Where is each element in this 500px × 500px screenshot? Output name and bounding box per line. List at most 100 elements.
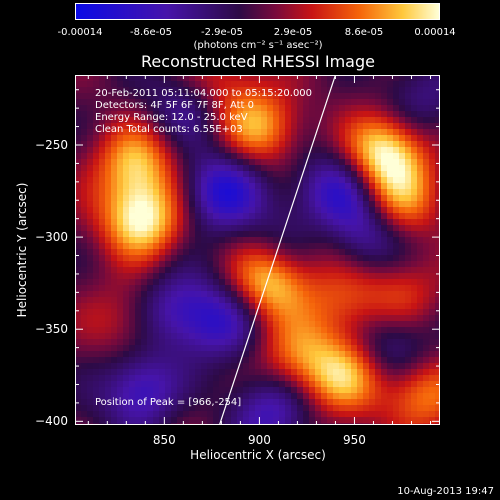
heatmap-cell	[405, 387, 412, 394]
heatmap-cell	[363, 291, 370, 298]
heatmap-cell	[111, 237, 118, 244]
heatmap-cell	[189, 381, 196, 388]
heatmap-cell	[405, 183, 412, 190]
heatmap-cell	[273, 177, 280, 184]
heatmap-cell	[135, 111, 142, 118]
heatmap-cell	[429, 369, 436, 376]
heatmap-cell	[99, 237, 106, 244]
heatmap-cell	[141, 201, 148, 208]
heatmap-cell	[183, 123, 190, 130]
heatmap-cell	[339, 237, 346, 244]
heatmap-cell	[93, 75, 100, 82]
heatmap-cell	[381, 285, 388, 292]
heatmap-cell	[237, 303, 244, 310]
heatmap-cell	[225, 345, 232, 352]
heatmap-cell	[165, 189, 172, 196]
heatmap-cell	[219, 321, 226, 328]
heatmap-cell	[411, 369, 418, 376]
heatmap-cell	[201, 171, 208, 178]
heatmap-cell	[81, 345, 88, 352]
heatmap-cell	[111, 111, 118, 118]
heatmap-cell	[87, 225, 94, 232]
heatmap-cell	[375, 381, 382, 388]
heatmap-cell	[417, 249, 424, 256]
heatmap-cell	[429, 87, 436, 94]
heatmap-cell	[327, 75, 334, 82]
heatmap-cell	[381, 327, 388, 334]
heatmap-cell	[207, 369, 214, 376]
heatmap-cell	[423, 399, 430, 406]
heatmap-cell	[177, 279, 184, 286]
heatmap-cell	[291, 393, 298, 400]
heatmap-cell	[135, 249, 142, 256]
heatmap-cell	[165, 309, 172, 316]
heatmap-cell	[135, 303, 142, 310]
heatmap-cell	[207, 291, 214, 298]
heatmap-cell	[405, 111, 412, 118]
heatmap-cell	[93, 129, 100, 136]
heatmap-cell	[111, 117, 118, 124]
heatmap-cell	[333, 375, 340, 382]
heatmap-cell	[123, 99, 130, 106]
heatmap-cell	[261, 261, 268, 268]
heatmap-cell	[417, 321, 424, 328]
heatmap-cell	[357, 381, 364, 388]
heatmap-cell	[75, 249, 82, 256]
heatmap-cell	[99, 417, 106, 424]
heatmap-cell	[123, 279, 130, 286]
heatmap-cell	[123, 291, 130, 298]
heatmap-cell	[399, 201, 406, 208]
heatmap-cell	[141, 399, 148, 406]
heatmap-cell	[195, 93, 202, 100]
heatmap-cell	[435, 279, 440, 286]
heatmap-cell	[285, 195, 292, 202]
heatmap-cell	[231, 345, 238, 352]
heatmap-cell	[315, 231, 322, 238]
heatmap-cell	[129, 129, 136, 136]
heatmap-cell	[333, 189, 340, 196]
heatmap-cell	[255, 279, 262, 286]
heatmap-cell	[135, 255, 142, 262]
heatmap-cell	[111, 357, 118, 364]
heatmap-cell	[189, 93, 196, 100]
heatmap-cell	[225, 375, 232, 382]
heatmap-cell	[75, 411, 82, 418]
heatmap-cell	[165, 411, 172, 418]
heatmap-cell	[243, 387, 250, 394]
heatmap-cell	[417, 393, 424, 400]
heatmap-cell	[363, 351, 370, 358]
heatmap-cell	[117, 405, 124, 412]
heatmap-cell	[207, 399, 214, 406]
heatmap-cell	[303, 351, 310, 358]
heatmap-cell	[405, 231, 412, 238]
heatmap-cell	[237, 315, 244, 322]
heatmap-cell	[333, 249, 340, 256]
heatmap-cell	[435, 171, 440, 178]
heatmap-cell	[147, 147, 154, 154]
heatmap-cell	[321, 81, 328, 88]
heatmap-cell	[369, 231, 376, 238]
heatmap-cell	[435, 87, 440, 94]
heatmap-cell	[273, 357, 280, 364]
heatmap-cell	[303, 111, 310, 118]
heatmap-cell	[303, 189, 310, 196]
heatmap-cell	[87, 243, 94, 250]
heatmap-cell	[255, 159, 262, 166]
heatmap-cell	[375, 105, 382, 112]
heatmap-cell	[351, 207, 358, 214]
heatmap-cell	[333, 291, 340, 298]
heatmap-cell	[183, 375, 190, 382]
heatmap-cell	[279, 261, 286, 268]
heatmap-cell	[237, 225, 244, 232]
heatmap-cell	[159, 207, 166, 214]
heatmap-cell	[99, 327, 106, 334]
heatmap-cell	[189, 303, 196, 310]
heatmap-cell	[381, 159, 388, 166]
heatmap-cell	[357, 321, 364, 328]
heatmap-cell	[291, 351, 298, 358]
heatmap-cell	[417, 279, 424, 286]
heatmap-cell	[381, 273, 388, 280]
heatmap-cell	[411, 243, 418, 250]
heatmap-cell	[267, 393, 274, 400]
heatmap-cell	[231, 87, 238, 94]
